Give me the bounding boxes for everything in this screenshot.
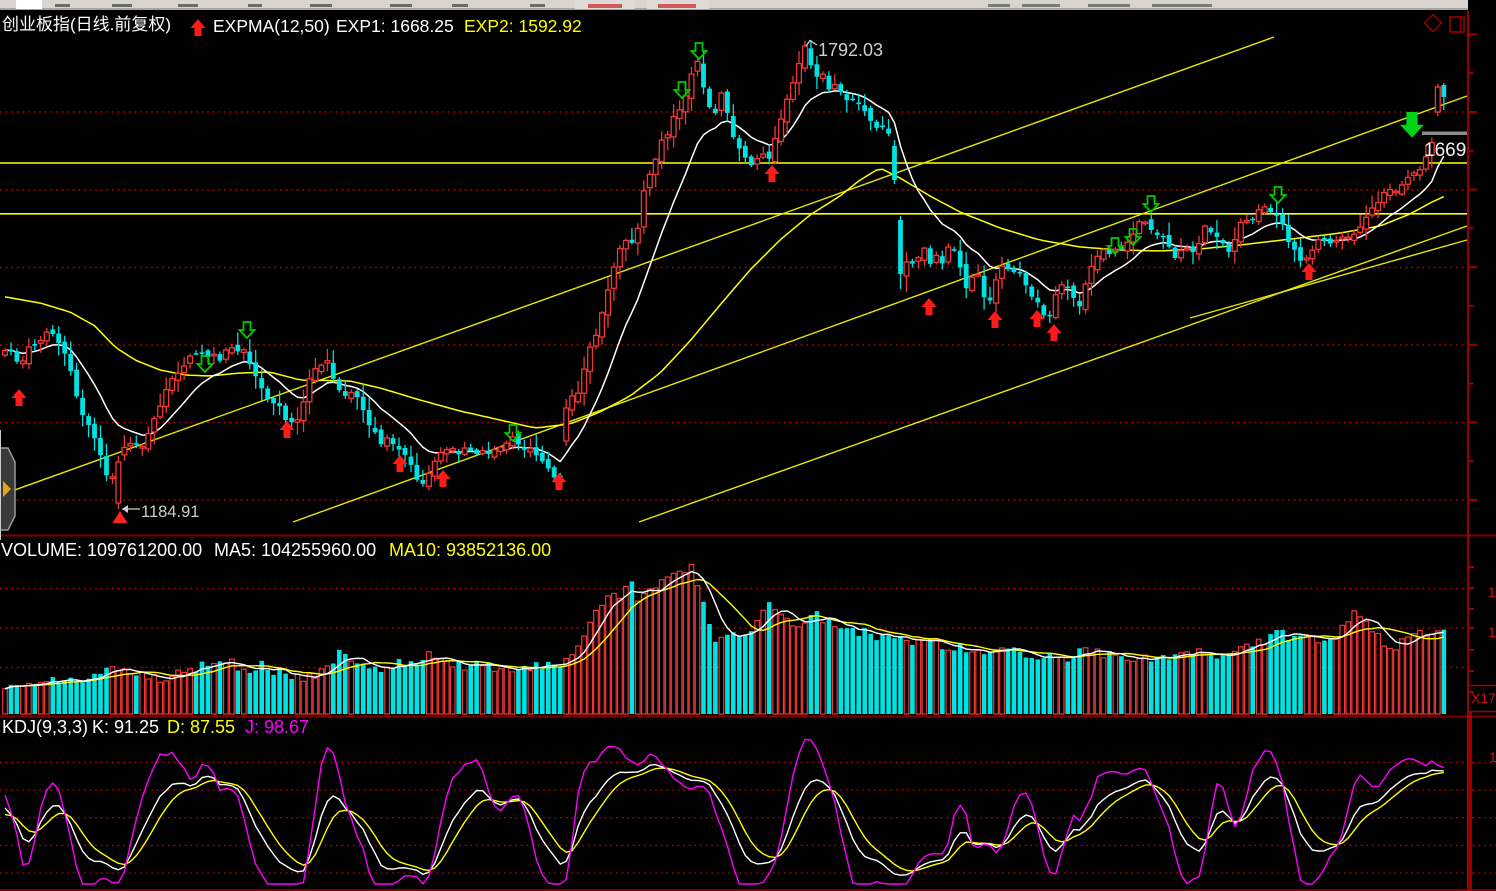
svg-text:MA10: 93852136.00: MA10: 93852136.00 (389, 540, 551, 560)
svg-text:1669: 1669 (1424, 140, 1466, 161)
svg-text:KDJ(9,3,3): KDJ(9,3,3) (2, 717, 88, 737)
svg-text:16: 16 (1488, 584, 1496, 600)
svg-text:D: 87.55: D: 87.55 (167, 717, 235, 737)
svg-text:创业板指(日线.前复权): 创业板指(日线.前复权) (2, 15, 171, 34)
svg-text:VOLUME: 109761200.00: VOLUME: 109761200.00 (1, 540, 202, 560)
svg-text:K: 91.25: K: 91.25 (92, 717, 159, 737)
svg-text:EXP1: 1668.25: EXP1: 1668.25 (336, 16, 454, 36)
svg-text:12: 12 (1488, 624, 1496, 640)
svg-text:EXPMA(12,50): EXPMA(12,50) (213, 16, 330, 36)
svg-text:J: 98.67: J: 98.67 (245, 717, 309, 737)
svg-text:1184.91: 1184.91 (141, 503, 199, 521)
svg-text:10: 10 (1489, 749, 1496, 765)
svg-text:MA5: 104255960.00: MA5: 104255960.00 (214, 540, 376, 560)
svg-text:EXP2: 1592.92: EXP2: 1592.92 (464, 16, 582, 36)
svg-text:X17: X17 (1471, 690, 1496, 706)
svg-text:1792.03: 1792.03 (818, 40, 883, 60)
